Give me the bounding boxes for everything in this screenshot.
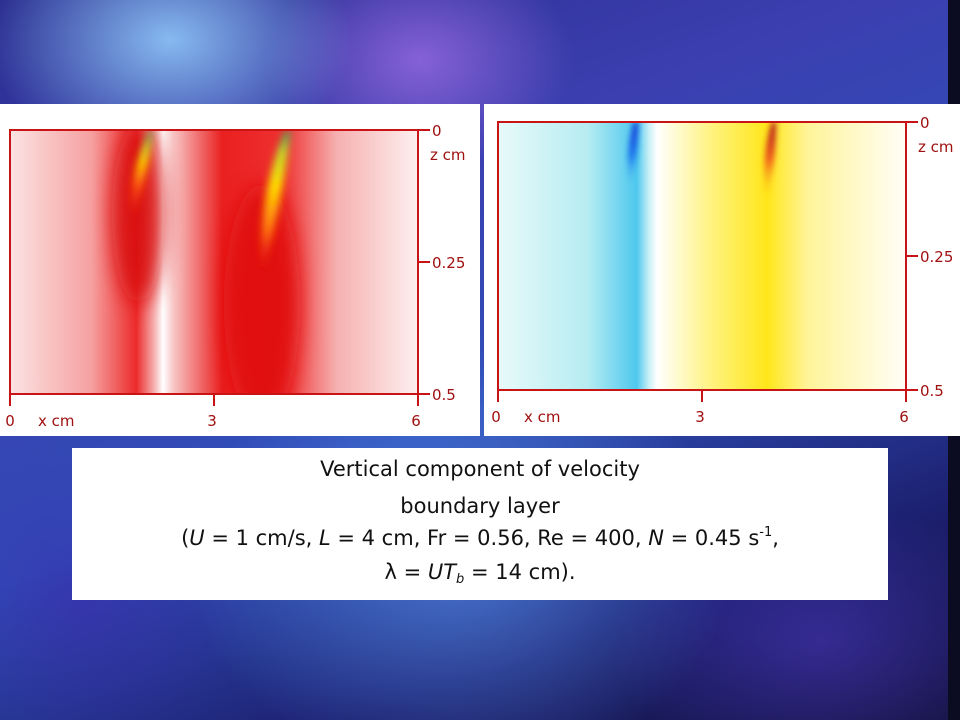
z-tick-label: 0 xyxy=(432,122,442,140)
caption-parameters: (U = 1 cm/s, L = 4 cm, Fr = 0.56, Re = 4… xyxy=(72,525,888,550)
z-tick-label: 0.5 xyxy=(432,386,456,404)
caption-text: = 4 cm, Fr = 0.56, Re = 400, xyxy=(330,526,649,550)
figure-panel-left: 0 3 6 x cm 0 0.25 0.5 z cm xyxy=(0,104,480,436)
plot-axes-left xyxy=(9,129,430,406)
z-axis-label: z cm xyxy=(918,138,954,156)
figure-caption: Vertical component of velocity boundary … xyxy=(72,448,888,600)
field-map-right xyxy=(498,122,906,390)
plot-axes-right xyxy=(497,121,918,402)
caption-text: = 1 cm/s, xyxy=(204,526,319,550)
z-tick-label: 0.5 xyxy=(920,382,944,400)
z-tick-label: 0.25 xyxy=(920,248,953,266)
z-axis-label: z cm xyxy=(430,146,466,164)
field-map-left xyxy=(10,130,418,394)
x-axis-label: x cm xyxy=(524,408,561,426)
caption-subscript: b xyxy=(456,572,465,587)
x-tick-label: 3 xyxy=(695,408,705,426)
x-tick-label: 0 xyxy=(491,408,501,426)
lambda-symbol: λ xyxy=(384,560,397,584)
caption-subtitle: boundary layer xyxy=(400,494,560,518)
caption-symbol: N xyxy=(648,526,664,550)
caption-text: = 14 cm). xyxy=(464,560,576,584)
caption-lambda: λ = UTb = 14 cm). xyxy=(72,560,888,587)
z-tick-label: 0.25 xyxy=(432,254,465,272)
caption-symbol: UT xyxy=(427,560,457,584)
caption-text: = xyxy=(396,560,428,584)
caption-title: Vertical component of velocity xyxy=(320,457,640,481)
x-tick-label: 0 xyxy=(5,412,15,430)
x-axis-label: x cm xyxy=(38,412,75,430)
caption-symbol: U xyxy=(189,526,205,550)
z-tick-label: 0 xyxy=(920,114,930,132)
caption-exponent: -1 xyxy=(759,525,773,540)
caption-text: = 0.45 s xyxy=(663,526,760,550)
figure-panel-right: 0 3 6 x cm 0 0.25 0.5 z cm xyxy=(484,104,960,436)
caption-symbol: L xyxy=(319,526,331,550)
x-tick-label: 6 xyxy=(411,412,421,430)
velocity-plot-right: 0 3 6 x cm 0 0.25 0.5 z cm xyxy=(491,114,954,426)
caption-text: , xyxy=(772,526,779,550)
x-tick-label: 3 xyxy=(207,412,217,430)
x-tick-label: 6 xyxy=(899,408,909,426)
velocity-plot-left: 0 3 6 x cm 0 0.25 0.5 z cm xyxy=(5,122,466,430)
caption-text: ( xyxy=(181,526,190,550)
